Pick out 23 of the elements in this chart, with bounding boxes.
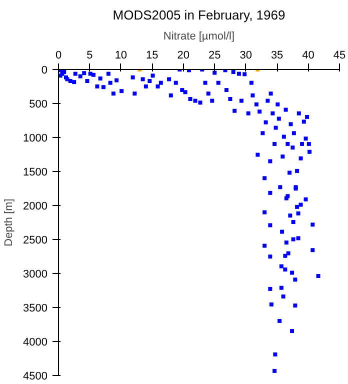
x-tick-label: 10 [114,50,128,62]
y-tick-label: 1000 [23,132,48,144]
y-tick-label: 2500 [23,234,48,246]
x-tick-label: 0 [55,50,62,62]
x-tick-label: 30 [240,50,252,62]
y-tick-label: 3000 [23,268,48,280]
x-tick-label: 15 [146,50,158,62]
y-tick-label: 500 [29,98,48,110]
y-axis-title: Depth [m] [3,198,16,246]
x-tick-label: 40 [302,50,314,62]
x-tick-label: 20 [177,50,190,62]
y-tick-label: 1500 [23,166,48,178]
y-tick-label: 2000 [23,200,48,212]
y-tick-label: 4500 [23,370,48,382]
y-tick-label: 4000 [23,336,48,348]
x-tick-label: 5 [86,50,93,62]
x-tick-label: 25 [208,50,221,62]
y-tick-label: 0 [41,64,48,76]
x-axis-title: Nitrate [µmol/l] [163,30,235,42]
x-tick-label: 35 [270,50,284,62]
y-tick-label: 3500 [23,302,48,314]
chart-title: MODS2005 in February, 1969 [112,8,286,22]
x-tick-label: 45 [333,50,346,62]
